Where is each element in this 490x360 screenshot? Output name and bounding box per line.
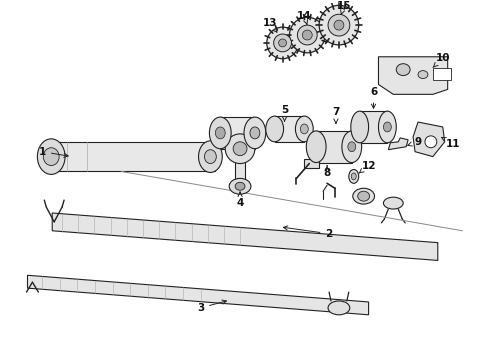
Ellipse shape bbox=[250, 127, 260, 139]
Bar bbox=[316, 131, 352, 163]
Ellipse shape bbox=[383, 122, 392, 132]
Text: 10: 10 bbox=[433, 53, 450, 68]
Circle shape bbox=[319, 5, 359, 45]
Circle shape bbox=[297, 25, 317, 45]
Text: 1: 1 bbox=[39, 147, 68, 157]
Ellipse shape bbox=[328, 301, 350, 315]
Ellipse shape bbox=[233, 142, 247, 156]
Circle shape bbox=[334, 20, 344, 30]
Polygon shape bbox=[378, 57, 448, 94]
Circle shape bbox=[267, 27, 298, 59]
Ellipse shape bbox=[43, 148, 59, 166]
Bar bbox=[235, 149, 245, 186]
Text: 5: 5 bbox=[281, 105, 288, 121]
Text: 15: 15 bbox=[337, 1, 351, 14]
Ellipse shape bbox=[351, 111, 368, 143]
Ellipse shape bbox=[351, 173, 356, 180]
Ellipse shape bbox=[215, 127, 225, 139]
Text: 12: 12 bbox=[359, 161, 376, 173]
Text: 8: 8 bbox=[323, 166, 331, 179]
Bar bbox=[220, 117, 255, 149]
Ellipse shape bbox=[306, 131, 326, 163]
Polygon shape bbox=[52, 213, 438, 260]
Text: 11: 11 bbox=[441, 138, 460, 149]
Ellipse shape bbox=[300, 124, 308, 134]
Ellipse shape bbox=[229, 178, 251, 194]
Ellipse shape bbox=[204, 150, 216, 163]
Ellipse shape bbox=[358, 191, 369, 201]
Ellipse shape bbox=[383, 197, 403, 209]
Ellipse shape bbox=[266, 116, 284, 142]
Text: 13: 13 bbox=[263, 18, 277, 32]
Ellipse shape bbox=[353, 188, 374, 204]
Text: 7: 7 bbox=[332, 107, 340, 123]
Circle shape bbox=[328, 14, 350, 36]
Ellipse shape bbox=[209, 117, 231, 149]
Bar bbox=[360, 111, 388, 143]
Ellipse shape bbox=[349, 170, 359, 183]
Circle shape bbox=[302, 30, 312, 40]
Ellipse shape bbox=[37, 139, 65, 175]
Text: 9: 9 bbox=[408, 137, 421, 147]
Circle shape bbox=[290, 17, 325, 53]
Bar bbox=[433, 68, 451, 80]
Text: 3: 3 bbox=[197, 300, 226, 313]
Polygon shape bbox=[389, 138, 408, 150]
Polygon shape bbox=[27, 275, 368, 315]
Text: 6: 6 bbox=[370, 87, 377, 108]
Text: 14: 14 bbox=[297, 11, 312, 24]
Ellipse shape bbox=[295, 116, 313, 142]
Ellipse shape bbox=[235, 182, 245, 190]
Bar bbox=[304, 159, 319, 168]
Bar bbox=[275, 116, 304, 142]
Ellipse shape bbox=[378, 111, 396, 143]
Ellipse shape bbox=[348, 142, 356, 152]
Ellipse shape bbox=[418, 71, 428, 78]
Ellipse shape bbox=[198, 141, 222, 172]
Ellipse shape bbox=[244, 117, 266, 149]
Circle shape bbox=[425, 136, 437, 148]
Text: 2: 2 bbox=[283, 226, 333, 239]
Text: 4: 4 bbox=[236, 192, 244, 208]
Bar bbox=[52, 142, 215, 171]
Circle shape bbox=[274, 34, 292, 52]
Ellipse shape bbox=[396, 64, 410, 76]
Ellipse shape bbox=[225, 134, 255, 163]
Polygon shape bbox=[413, 122, 445, 157]
Ellipse shape bbox=[342, 131, 362, 163]
Circle shape bbox=[279, 39, 287, 47]
